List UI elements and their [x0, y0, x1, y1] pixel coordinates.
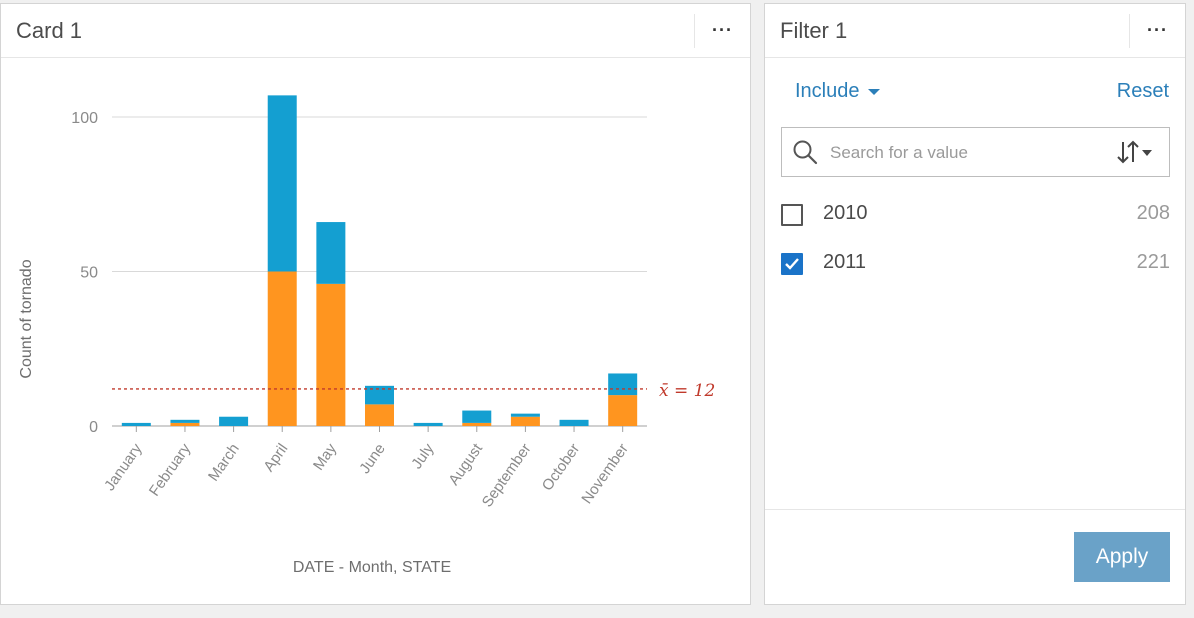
x-tick-label: September — [479, 441, 535, 511]
mean-label: x̄ = 12 — [659, 381, 715, 401]
bar-segment — [510, 413, 540, 417]
more-horizontal-icon: ··· — [1147, 20, 1168, 40]
item-label: 2010 — [823, 202, 868, 224]
search-box — [781, 127, 1170, 177]
list-item[interactable]: 2010 208 — [781, 199, 1170, 233]
sort-button[interactable] — [1115, 138, 1159, 166]
item-count: 221 — [1136, 251, 1170, 273]
list-item[interactable]: 2011 221 — [781, 248, 1170, 282]
bar-segment — [608, 373, 638, 396]
bar-segment — [170, 422, 200, 426]
search-icon — [792, 139, 818, 170]
bar-segment — [219, 416, 249, 426]
bar-segment — [462, 422, 492, 426]
bar-segment — [365, 404, 394, 426]
apply-button[interactable]: Apply — [1074, 532, 1170, 582]
caret-down-icon — [867, 88, 880, 95]
chart-card: Card 1 ··· 0 50 100 January February March Apr… — [0, 3, 751, 605]
bar-segment — [559, 419, 589, 426]
x-tick-label: February — [146, 440, 195, 499]
card-title: Card 1 — [16, 18, 83, 43]
sort-icon — [1117, 140, 1152, 164]
filter-title: Filter 1 — [780, 18, 848, 43]
bar-segment — [316, 283, 346, 426]
bar-chart: 0 50 100 January February March April May June Ju… — [18, 95, 715, 576]
x-tick-label: November — [578, 441, 632, 507]
x-tick-label: June — [356, 441, 389, 477]
footer-divider — [765, 509, 1185, 510]
y-tick-label: 50 — [80, 265, 98, 282]
bar-segment — [316, 222, 346, 284]
x-tick-label: January — [101, 440, 146, 494]
include-label: Include — [795, 80, 860, 102]
include-dropdown[interactable]: Include — [795, 80, 880, 103]
bar-segment — [365, 385, 394, 405]
card-more-button[interactable]: ··· — [694, 14, 750, 48]
bar-segment — [267, 95, 297, 272]
x-axis-title: DATE - Month, STATE — [293, 559, 451, 576]
card-header: Card 1 ··· — [1, 4, 750, 58]
x-tick-label: August — [445, 440, 486, 489]
item-label: 2011 — [823, 251, 867, 273]
search-input[interactable] — [828, 138, 1112, 168]
check-icon — [785, 258, 799, 270]
y-tick-label: 0 — [89, 419, 98, 436]
bar-segment — [170, 419, 200, 423]
checkbox-2010[interactable] — [781, 204, 803, 226]
bar-segment — [413, 422, 443, 426]
filter-header: Filter 1 ··· — [765, 4, 1185, 58]
bar-segment — [608, 395, 638, 426]
checkbox-2011[interactable] — [781, 253, 803, 275]
bar-segment — [121, 422, 151, 426]
x-tick-label: July — [408, 440, 438, 472]
more-horizontal-icon: ··· — [712, 20, 733, 40]
bar-segment — [462, 410, 492, 423]
reset-link[interactable]: Reset — [1116, 80, 1169, 102]
x-tick-label: May — [310, 440, 340, 473]
bar-segment — [267, 271, 297, 426]
x-tick-label: October — [539, 441, 584, 494]
filter-card: Filter 1 ··· Include Reset 2010 — [764, 3, 1186, 605]
bar-segment — [510, 416, 540, 426]
y-tick-label: 100 — [71, 110, 98, 127]
x-tick-label: April — [260, 441, 291, 475]
y-axis-title: Count of tornado — [18, 259, 35, 378]
x-tick-label: March — [205, 441, 243, 485]
item-count: 208 — [1136, 202, 1170, 224]
filter-more-button[interactable]: ··· — [1129, 14, 1185, 48]
